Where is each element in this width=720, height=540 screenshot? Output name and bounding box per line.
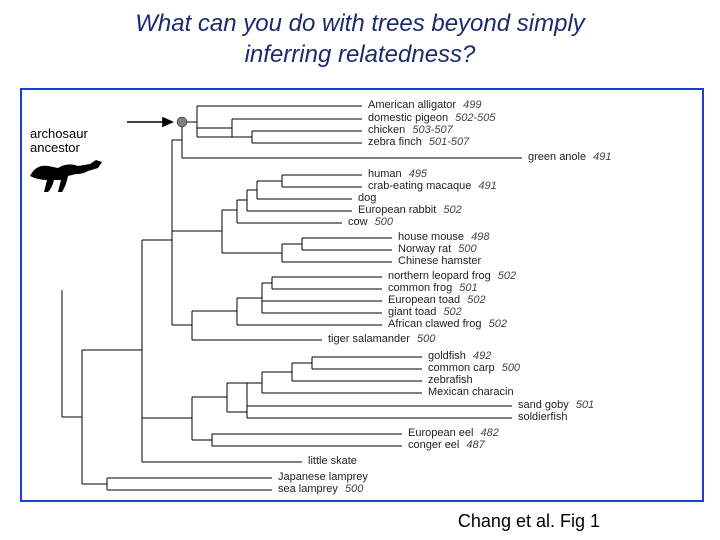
- figure-caption: Chang et al. Fig 1: [458, 511, 600, 532]
- tip-label-text: European eel: [408, 427, 473, 439]
- tip-euro_eel: European eel 482: [408, 427, 499, 439]
- tip-label-text: European rabbit: [358, 204, 436, 216]
- tip-label-text: American alligator: [368, 99, 456, 111]
- tip-zebra_finch: zebra finch 501-507: [368, 136, 469, 148]
- tip-label-text: sea lamprey: [278, 483, 338, 495]
- tip-label-text: domestic pigeon: [368, 112, 448, 124]
- archosaur-label-2: ancestor: [30, 140, 80, 155]
- tip-salamander: tiger salamander 500: [328, 333, 435, 345]
- tip-label-text: house mouse: [398, 231, 464, 243]
- dinosaur-silhouette-icon: [28, 156, 106, 201]
- tip-chicken: chicken 503-507: [368, 124, 453, 136]
- tip-label-text: Japanese lamprey: [278, 471, 368, 483]
- tip-label-text: African clawed frog: [388, 318, 482, 330]
- tip-label-text: conger eel: [408, 439, 459, 451]
- tip-green_anole: green anole 491: [528, 151, 612, 163]
- tip-label-text: European toad: [388, 294, 460, 306]
- tip-num: 502: [464, 294, 485, 306]
- tip-jp_lamprey: Japanese lamprey: [278, 471, 368, 483]
- tip-num: 491: [475, 180, 496, 192]
- tip-goldfish: goldfish 492: [428, 350, 491, 362]
- tip-num: 500: [455, 243, 476, 255]
- tip-label-text: soldierfish: [518, 411, 568, 423]
- tip-label-text: goldfish: [428, 350, 466, 362]
- tip-label-text: chicken: [368, 124, 405, 136]
- tip-num: 499: [460, 99, 481, 111]
- tip-num: 482: [477, 427, 498, 439]
- tip-num: 500: [372, 216, 393, 228]
- tip-num: 498: [468, 231, 489, 243]
- tip-dog: dog: [358, 192, 376, 204]
- phylogeny-figure: American alligator 499domestic pigeon 50…: [20, 88, 704, 502]
- tip-sea_lamprey: sea lamprey 500: [278, 483, 363, 495]
- tip-x_frog: African clawed frog 502: [388, 318, 507, 330]
- tip-macaque: crab-eating macaque 491: [368, 180, 497, 192]
- tip-num: 495: [406, 168, 427, 180]
- tip-skate: little skate: [308, 455, 357, 467]
- tip-label-text: common carp: [428, 362, 495, 374]
- tip-num: 500: [342, 483, 363, 495]
- tip-label-text: zebrafish: [428, 374, 473, 386]
- tip-num: 502: [495, 270, 516, 282]
- tip-cow: cow 500: [348, 216, 393, 228]
- tip-num: 501: [456, 282, 477, 294]
- tip-pigeon: domestic pigeon 502-505: [368, 112, 496, 124]
- tip-num: 500: [499, 362, 520, 374]
- tip-num: 502: [486, 318, 507, 330]
- tip-sand_goby: sand goby 501: [518, 399, 594, 411]
- tip-rat: Norway rat 500: [398, 243, 477, 255]
- tip-num: 492: [470, 350, 491, 362]
- tip-label-text: crab-eating macaque: [368, 180, 471, 192]
- title-line1: What can you do with trees beyond simply: [135, 10, 585, 37]
- tip-label-text: green anole: [528, 151, 586, 163]
- tip-label-text: sand goby: [518, 399, 569, 411]
- tip-leopard_frog: northern leopard frog 502: [388, 270, 516, 282]
- tip-hamster: Chinese hamster: [398, 255, 481, 267]
- tip-soldierfish: soldierfish: [518, 411, 568, 423]
- tip-label-text: dog: [358, 192, 376, 204]
- tip-num: 502: [440, 204, 461, 216]
- tip-label-text: little skate: [308, 455, 357, 467]
- tip-zebrafish: zebrafish: [428, 374, 473, 386]
- tip-label-text: northern leopard frog: [388, 270, 491, 282]
- tip-mouse: house mouse 498: [398, 231, 489, 243]
- tip-euro_toad: European toad 502: [388, 294, 486, 306]
- tip-num: 500: [414, 333, 435, 345]
- tip-label-text: giant toad: [388, 306, 436, 318]
- tip-num: 501: [573, 399, 594, 411]
- tip-label-text: zebra finch: [368, 136, 422, 148]
- tip-num: 491: [590, 151, 611, 163]
- tip-label-text: Mexican characin: [428, 386, 514, 398]
- tip-num: 487: [463, 439, 484, 451]
- tip-label-text: common frog: [388, 282, 452, 294]
- archosaur-label-1: archosaur: [30, 126, 88, 141]
- tip-label-text: human: [368, 168, 402, 180]
- tip-common_frog: common frog 501: [388, 282, 478, 294]
- tip-conger_eel: conger eel 487: [408, 439, 485, 451]
- tip-num: 502-505: [452, 112, 495, 124]
- tip-label-text: cow: [348, 216, 368, 228]
- tip-rabbit: European rabbit 502: [358, 204, 462, 216]
- slide-title: What can you do with trees beyond simply…: [0, 8, 720, 70]
- tip-alligator: American alligator 499: [368, 99, 481, 111]
- tip-characin: Mexican characin: [428, 386, 514, 398]
- tip-num: 502: [440, 306, 461, 318]
- tip-human: human 495: [368, 168, 427, 180]
- tip-num: 503-507: [409, 124, 452, 136]
- tip-carp: common carp 500: [428, 362, 520, 374]
- tip-label-text: tiger salamander: [328, 333, 410, 345]
- tip-giant_toad: giant toad 502: [388, 306, 462, 318]
- tip-label-text: Norway rat: [398, 243, 451, 255]
- title-line2: inferring relatedness?: [245, 41, 476, 68]
- tip-label-text: Chinese hamster: [398, 255, 481, 267]
- tip-num: 501-507: [426, 136, 469, 148]
